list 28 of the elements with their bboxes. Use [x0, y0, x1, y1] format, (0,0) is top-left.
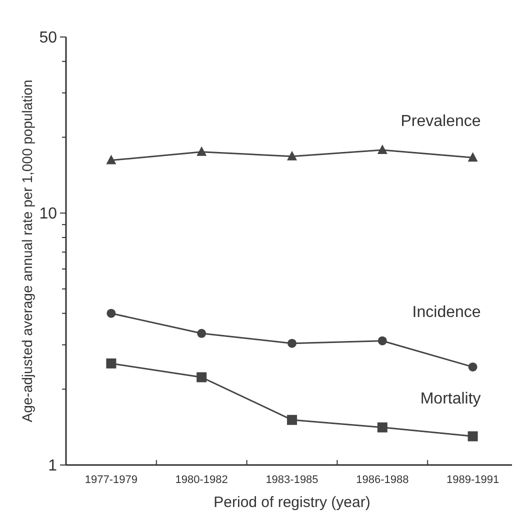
point — [106, 358, 116, 368]
series-label: Prevalence — [400, 113, 481, 130]
x-tick-label: 1986-1988 — [356, 474, 409, 486]
point — [106, 154, 116, 164]
point — [287, 414, 297, 425]
point — [196, 372, 207, 382]
x-tick-label: 1983-1985 — [266, 474, 318, 486]
point — [197, 328, 206, 338]
x-tick-label: 1989-1991 — [446, 474, 500, 486]
point — [468, 362, 478, 372]
point — [287, 150, 297, 160]
x-tick-label: 1977-1979 — [84, 474, 138, 486]
point — [106, 308, 116, 318]
point — [377, 422, 388, 432]
point — [468, 431, 478, 442]
x-tick-label: 1980-1982 — [175, 474, 228, 486]
y-axis-title: Age-adjusted average annual rate per 1,000 population — [19, 80, 35, 422]
x-axis-title: Period of registry (year) — [214, 494, 370, 511]
y-tick-label: 10 — [39, 206, 58, 223]
point — [196, 146, 207, 156]
series-label: Incidence — [412, 304, 481, 321]
point — [288, 338, 296, 348]
y-tick-label: 1 — [48, 458, 58, 475]
point — [378, 336, 387, 346]
point — [468, 152, 478, 162]
point — [377, 144, 388, 154]
series-label: Mortality — [420, 390, 481, 408]
y-tick-label: 50 — [39, 30, 58, 47]
